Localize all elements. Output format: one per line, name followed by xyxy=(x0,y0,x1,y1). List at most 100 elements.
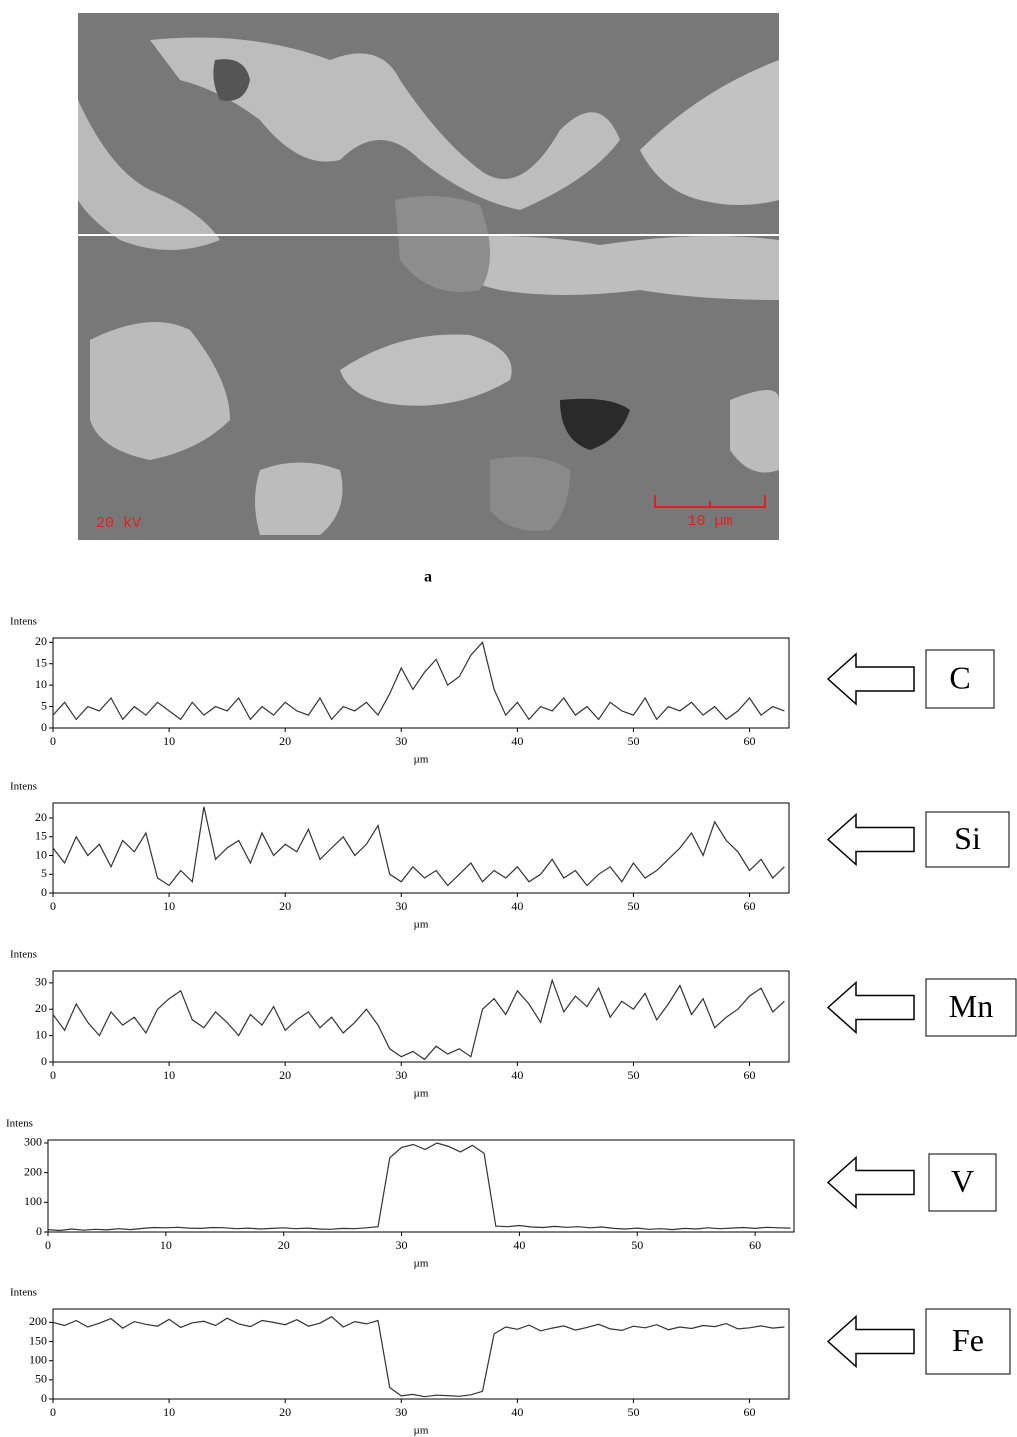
element-box xyxy=(925,978,1017,1037)
phase-region xyxy=(340,334,512,406)
phase-region xyxy=(640,60,779,205)
x-tick-label: 10 xyxy=(163,1405,175,1419)
x-axis-label: µm xyxy=(414,1258,429,1270)
line-series xyxy=(52,641,785,721)
y-tick-label: 0 xyxy=(41,720,47,734)
x-tick-label: 30 xyxy=(395,1405,407,1419)
y-tick-label: 20 xyxy=(35,810,47,824)
plot-frame xyxy=(52,1308,790,1400)
x-tick-label: 60 xyxy=(749,1238,761,1252)
y-tick-label: 15 xyxy=(35,655,47,669)
y-tick-label: 5 xyxy=(41,866,47,880)
x-tick-label: 20 xyxy=(278,1238,290,1252)
phase-region xyxy=(420,236,779,300)
arrow xyxy=(826,980,915,1035)
phase-region xyxy=(150,37,620,210)
element-box xyxy=(925,649,995,709)
x-tick-label: 40 xyxy=(511,1405,523,1419)
y-tick-label: 20 xyxy=(35,1001,47,1015)
arrow xyxy=(826,652,915,706)
x-tick-label: 40 xyxy=(511,734,523,748)
scale-bar xyxy=(654,495,766,508)
x-tick-label: 40 xyxy=(511,899,523,913)
y-tick-label: 50 xyxy=(35,1372,47,1386)
phase-region xyxy=(255,462,343,535)
x-tick-label: 10 xyxy=(163,1068,175,1082)
x-tick-label: 10 xyxy=(163,734,175,748)
x-tick-label: 20 xyxy=(279,899,291,913)
x-tick-label: 50 xyxy=(627,1068,639,1082)
x-tick-label: 60 xyxy=(744,1405,756,1419)
x-tick-label: 60 xyxy=(744,899,756,913)
pore xyxy=(560,398,630,450)
y-tick-label: 100 xyxy=(24,1194,42,1208)
micrograph: 20 kV 10 µm xyxy=(78,13,779,540)
element-box xyxy=(925,1308,1011,1375)
x-tick-label: 0 xyxy=(50,1068,56,1082)
x-tick-label: 50 xyxy=(627,734,639,748)
y-tick-label: 0 xyxy=(36,1224,42,1238)
y-tick-label: 150 xyxy=(29,1333,47,1347)
x-tick-label: 40 xyxy=(513,1238,525,1252)
x-tick-label: 30 xyxy=(396,1238,408,1252)
element-label: Mn xyxy=(949,988,993,1024)
y-tick-label: 300 xyxy=(24,1135,42,1149)
line-series xyxy=(52,1315,785,1398)
x-tick-label: 0 xyxy=(45,1238,51,1252)
plot-frame xyxy=(52,802,790,894)
x-axis-label: µm xyxy=(414,1088,429,1100)
x-tick-label: 50 xyxy=(627,899,639,913)
x-tick-label: 0 xyxy=(50,899,56,913)
x-axis-label: µm xyxy=(414,919,429,931)
scale-label: 10 µm xyxy=(687,513,732,530)
element-label: V xyxy=(951,1163,974,1199)
element-label: Si xyxy=(954,820,981,856)
y-tick-label: 5 xyxy=(41,698,47,712)
x-tick-label: 20 xyxy=(279,1068,291,1082)
x-tick-label: 20 xyxy=(279,1405,291,1419)
arrow xyxy=(826,812,915,867)
voltage-label: 20 kV xyxy=(96,515,141,532)
x-tick-label: 60 xyxy=(744,734,756,748)
x-tick-label: 0 xyxy=(50,734,56,748)
line-series xyxy=(52,978,785,1061)
element-box xyxy=(928,1153,997,1212)
y-axis-label: Intens xyxy=(10,1287,37,1299)
y-tick-label: 0 xyxy=(41,1054,47,1068)
x-tick-label: 60 xyxy=(744,1068,756,1082)
arrow xyxy=(826,1314,915,1369)
phase-region xyxy=(78,100,220,250)
x-axis-label: µm xyxy=(414,1425,429,1437)
x-tick-label: 0 xyxy=(50,1405,56,1419)
y-tick-label: 10 xyxy=(35,1027,47,1041)
y-tick-label: 20 xyxy=(35,634,47,648)
y-tick-label: 0 xyxy=(41,885,47,899)
y-tick-label: 100 xyxy=(29,1352,47,1366)
element-box xyxy=(925,811,1010,868)
x-tick-label: 50 xyxy=(627,1405,639,1419)
plot-frame xyxy=(52,637,790,729)
caption: a xyxy=(424,569,432,586)
y-tick-label: 30 xyxy=(35,975,47,989)
y-axis-label: Intens xyxy=(10,616,37,628)
x-tick-label: 40 xyxy=(511,1068,523,1082)
y-axis-label: Intens xyxy=(10,949,37,961)
phase-region xyxy=(730,390,779,473)
arrow xyxy=(826,1155,915,1210)
x-tick-label: 30 xyxy=(395,734,407,748)
x-tick-label: 10 xyxy=(163,899,175,913)
y-tick-label: 200 xyxy=(24,1164,42,1178)
y-tick-label: 0 xyxy=(41,1391,47,1405)
carbide xyxy=(395,196,490,292)
x-tick-label: 30 xyxy=(395,1068,407,1082)
y-tick-label: 200 xyxy=(29,1314,47,1328)
x-tick-label: 20 xyxy=(279,734,291,748)
y-axis-label: Intens xyxy=(6,1118,33,1130)
y-tick-label: 10 xyxy=(35,847,47,861)
element-label: Fe xyxy=(952,1322,984,1358)
x-axis-label: µm xyxy=(414,754,429,766)
phase-region xyxy=(90,322,230,460)
line-series xyxy=(52,806,785,887)
plot-frame xyxy=(52,970,790,1063)
